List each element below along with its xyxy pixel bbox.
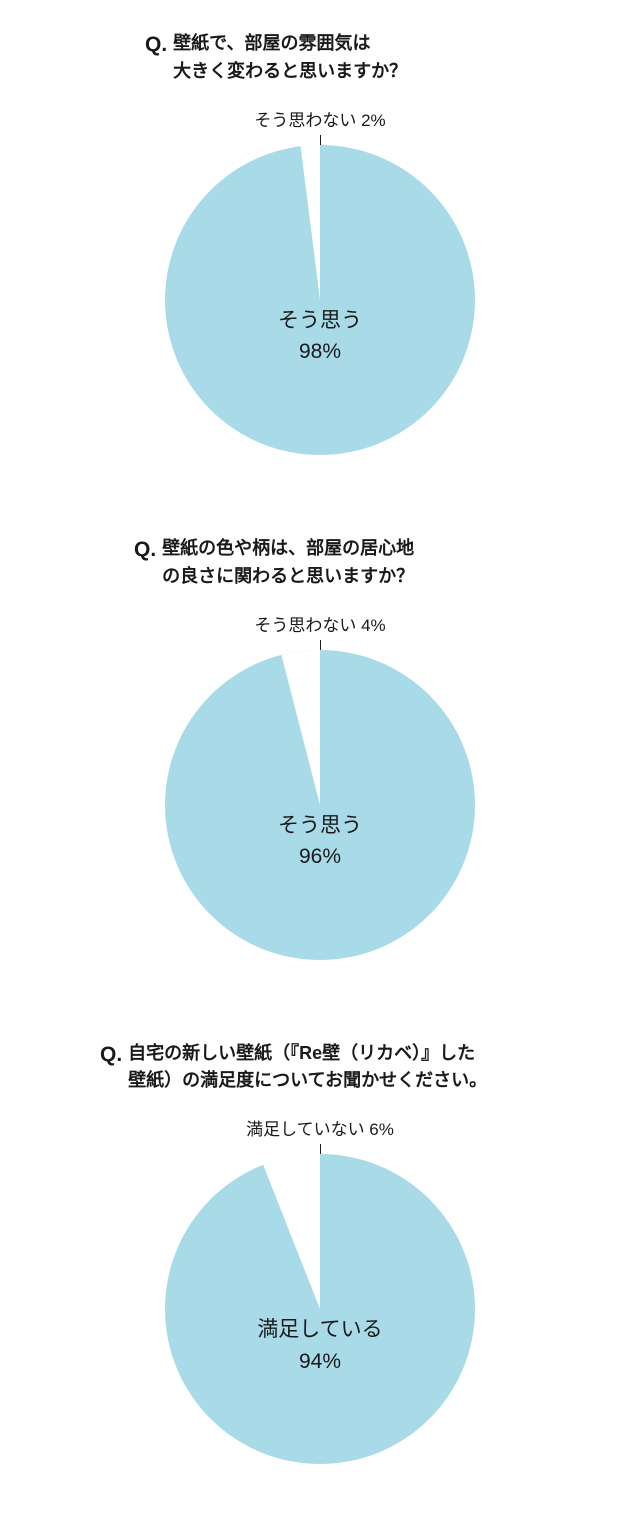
q3-line2: 壁紙）の満足度についてお聞かせください。: [128, 1070, 487, 1090]
q-prefix: Q.: [100, 1040, 122, 1069]
question-1: Q. 壁紙で、部屋の雰囲気は 大きく変わると思いますか？: [0, 30, 640, 86]
question-text-1: 壁紙で、部屋の雰囲気は 大きく変わると思いますか？: [173, 30, 407, 86]
q-prefix: Q.: [145, 30, 167, 59]
q-prefix: Q.: [134, 535, 156, 564]
major-label-2b: 96%: [299, 845, 341, 868]
major-label-1b: 98%: [299, 340, 341, 363]
pie-svg-1: [165, 145, 475, 455]
pie-1: そう思う 98%: [165, 145, 475, 455]
pie-center-label-3: 満足している 94%: [165, 1314, 475, 1377]
chart-block-1: Q. 壁紙で、部屋の雰囲気は 大きく変わると思いますか？ そう思わない 2% そ…: [0, 0, 640, 505]
major-label-2a: そう思う: [278, 814, 362, 837]
q3-line1: 自宅の新しい壁紙（『Re壁（リカベ）』した: [128, 1043, 475, 1063]
question-text-2: 壁紙の色や柄は、部屋の居心地 の良さに関わると思いますか？: [162, 535, 414, 591]
q2-line2: の良さに関わると思いますか？: [162, 566, 414, 586]
minor-label-1: そう思わない 2%: [0, 106, 640, 131]
major-label-3b: 94%: [299, 1350, 341, 1373]
pie-svg-3: [165, 1154, 475, 1464]
minor-label-2: そう思わない 4%: [0, 611, 640, 636]
pie-center-label-2: そう思う 96%: [165, 810, 475, 873]
question-3: Q. 自宅の新しい壁紙（『Re壁（リカベ）』した 壁紙）の満足度についてお聞かせ…: [0, 1040, 640, 1096]
pie-2: そう思う 96%: [165, 650, 475, 960]
q2-line1: 壁紙の色や柄は、部屋の居心地: [162, 538, 414, 558]
pie-3: 満足している 94%: [165, 1154, 475, 1464]
q1-line2: 大きく変わると思いますか？: [173, 61, 407, 81]
question-text-3: 自宅の新しい壁紙（『Re壁（リカベ）』した 壁紙）の満足度についてお聞かせくださ…: [128, 1040, 487, 1096]
minor-label-3: 満足していない 6%: [0, 1115, 640, 1140]
question-2: Q. 壁紙の色や柄は、部屋の居心地 の良さに関わると思いますか？: [0, 535, 640, 591]
q1-line1: 壁紙で、部屋の雰囲気は: [173, 33, 370, 53]
pie-center-label-1: そう思う 98%: [165, 305, 475, 368]
chart-block-3: Q. 自宅の新しい壁紙（『Re壁（リカベ）』した 壁紙）の満足度についてお聞かせ…: [0, 1010, 640, 1514]
major-label-3a: 満足している: [257, 1318, 382, 1341]
major-label-1a: そう思う: [278, 309, 362, 332]
pie-svg-2: [165, 650, 475, 960]
chart-block-2: Q. 壁紙の色や柄は、部屋の居心地 の良さに関わると思いますか？ そう思わない …: [0, 505, 640, 1010]
